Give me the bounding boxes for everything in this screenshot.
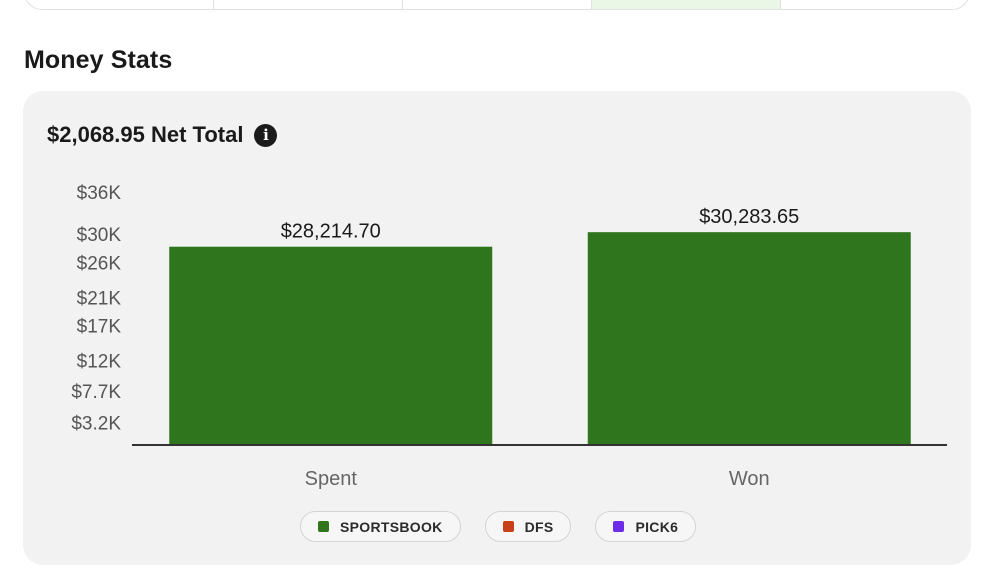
legend-item-pick6[interactable]: PICK6: [595, 511, 697, 542]
y-tick-label: $7.7K: [71, 382, 121, 403]
legend-swatch: [613, 521, 625, 532]
legend-swatch: [502, 521, 514, 532]
legend-label: DFS: [524, 518, 554, 535]
net-total-row: $2,068.95 Net Total i: [47, 122, 278, 148]
y-tick-label: $21K: [77, 288, 122, 309]
previous-table-strip: [24, 0, 970, 10]
y-tick-label: $12K: [77, 352, 122, 373]
legend-label: SPORTSBOOK: [340, 518, 443, 535]
table-cell: [403, 0, 592, 9]
section-title: Money Stats: [24, 46, 173, 74]
y-tick-label: $30K: [77, 225, 122, 246]
data-label: $28,214.70: [281, 221, 381, 243]
legend-label: PICK6: [635, 518, 679, 535]
legend-item-dfs[interactable]: DFS: [484, 511, 572, 542]
table-cell: [214, 0, 403, 9]
net-total-value: $2,068.95 Net Total: [47, 122, 244, 147]
y-tick-label: $17K: [77, 317, 122, 338]
legend-swatch: [318, 521, 329, 532]
chart-legend: SPORTSBOOK DFS PICK6: [300, 511, 697, 542]
bar-spent: [169, 246, 493, 445]
y-tick-label: $36K: [77, 183, 122, 204]
y-tick-label: $26K: [77, 253, 122, 274]
bar-won: [587, 232, 911, 445]
info-icon[interactable]: i: [254, 123, 278, 147]
table-cell: [25, 0, 214, 9]
data-label: $30,283.65: [699, 206, 799, 228]
y-tick-label: $3.2K: [71, 414, 121, 435]
table-cell: [781, 0, 969, 9]
legend-item-sportsbook[interactable]: SPORTSBOOK: [300, 511, 461, 542]
money-bar-chart: $3.2K $7.7K $12K $17K $21K $26K $30K $36K $28,21…: [71, 183, 947, 490]
money-stats-card: $2,068.95 Net Total i $3.2K $7.7K $12K $17K…: [23, 91, 971, 565]
x-tick-label: Spent: [305, 468, 358, 490]
x-tick-label: Won: [729, 468, 770, 490]
table-cell-highlighted: [592, 0, 781, 9]
